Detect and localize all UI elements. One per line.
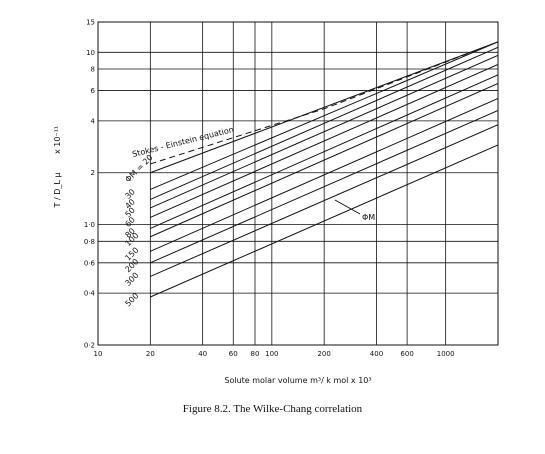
series-line xyxy=(150,54,498,209)
series-label: ΦM = 20 xyxy=(123,153,154,184)
series-line xyxy=(150,124,498,277)
y-tick-label: 6 xyxy=(91,87,96,95)
plot-frame xyxy=(97,21,499,346)
series-line xyxy=(150,41,498,190)
series-line xyxy=(150,46,498,200)
x-tick-label: 40 xyxy=(198,350,207,358)
x-tick-labels: 10 20 40 60 80 100 200 400 600 1000 xyxy=(94,350,455,358)
y-tick-label: 4 xyxy=(91,117,96,125)
y-tick-label: 0·6 xyxy=(84,259,96,267)
y-tick-label: 15 xyxy=(86,19,95,27)
series-line xyxy=(150,64,498,218)
phi-m-pointer xyxy=(334,199,361,215)
figure-caption: Figure 8.2. The Wilke-Chang correlation xyxy=(182,403,363,415)
y-axis-multiplier: x 10⁻¹¹ xyxy=(53,126,62,154)
series-lines xyxy=(150,41,498,298)
x-tick-label: 100 xyxy=(265,350,278,358)
series-line xyxy=(150,74,498,229)
x-tick-label: 80 xyxy=(251,350,260,358)
stokes-einstein-line xyxy=(150,41,498,165)
series-line xyxy=(150,144,498,298)
grid-lines xyxy=(97,21,498,346)
series-line xyxy=(150,82,498,238)
series-line xyxy=(150,97,498,252)
y-tick-label: 10 xyxy=(86,49,95,57)
series-line xyxy=(150,41,498,174)
y-tick-label: 0·4 xyxy=(84,290,96,298)
phi-m-annotation: ΦM xyxy=(362,213,375,222)
x-tick-label: 60 xyxy=(229,350,238,358)
y-tick-label: 1·0 xyxy=(84,221,95,229)
y-tick-labels: 0·2 0·4 0·6 0·8 1·0 2 4 6 8 10 15 xyxy=(84,19,96,350)
y-axis-label: T / D_L μ xyxy=(53,173,62,209)
y-tick-label: 0·8 xyxy=(84,238,95,246)
y-tick-label: 2 xyxy=(91,169,95,177)
series-line xyxy=(150,109,498,264)
x-tick-label: 400 xyxy=(370,350,383,358)
x-tick-label: 200 xyxy=(317,350,330,358)
series-label: 300 xyxy=(123,271,140,288)
x-tick-label: 600 xyxy=(400,350,413,358)
series-label: 500 xyxy=(123,291,140,308)
x-tick-label: 10 xyxy=(94,350,103,358)
y-tick-label: 8 xyxy=(91,66,95,74)
x-tick-label: 20 xyxy=(146,350,155,358)
x-tick-label: 1000 xyxy=(437,350,455,358)
y-tick-label: 0·2 xyxy=(84,342,95,350)
x-axis-label: Solute molar volume m³/ k mol x 10³ xyxy=(224,376,371,385)
